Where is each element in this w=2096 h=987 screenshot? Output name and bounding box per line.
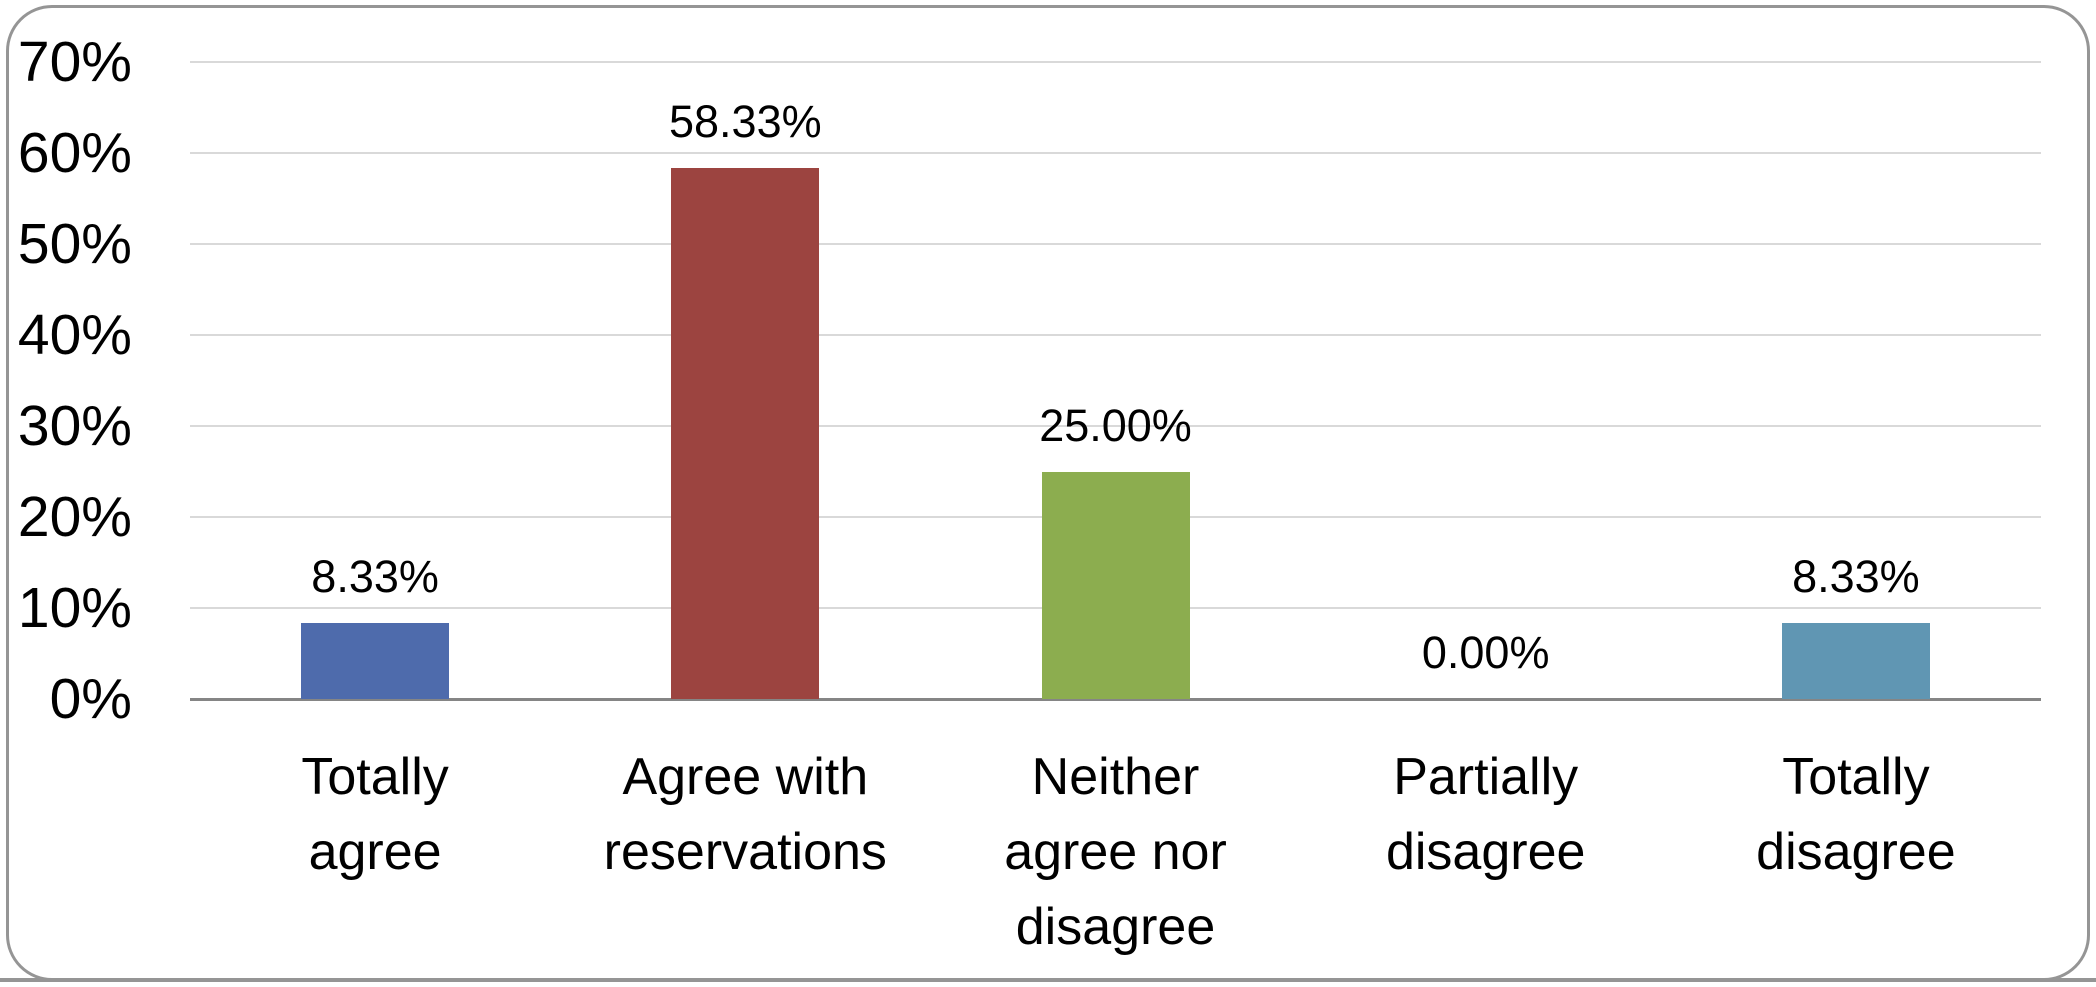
bottom-rule bbox=[0, 978, 2096, 982]
gridline-30% bbox=[190, 425, 2041, 427]
y-tick-label-30%: 30% bbox=[17, 394, 132, 458]
bar-agree-with-reservations bbox=[671, 168, 820, 699]
gridline-70% bbox=[190, 61, 2041, 63]
category-label-totally-agree: Totally agree bbox=[301, 748, 449, 881]
category-label-neither-agree-nor-disagree: Neither agree nor disagree bbox=[1004, 748, 1227, 956]
gridline-40% bbox=[190, 334, 2041, 336]
category-label-partially-disagree: Partially disagree bbox=[1385, 748, 1586, 881]
bar-neither-agree-nor-disagree bbox=[1041, 471, 1190, 699]
value-label-partially-disagree: 0.00% bbox=[1421, 627, 1550, 678]
y-tick-label-60%: 60% bbox=[17, 121, 132, 185]
y-tick-label-0%: 0% bbox=[49, 667, 132, 731]
x-axis-line bbox=[190, 698, 2041, 701]
bar-totally-agree bbox=[301, 623, 450, 699]
plot-area: 8.33% 58.33% 25.00% 0.00% 8.33% bbox=[190, 61, 2041, 701]
bar-totally-disagree bbox=[1781, 623, 1930, 699]
y-tick-label-40%: 40% bbox=[17, 303, 132, 367]
category-label-agree-with-reservations: Agree with reservations bbox=[603, 748, 887, 881]
y-tick-label-70%: 70% bbox=[17, 30, 132, 94]
value-label-totally-disagree: 8.33% bbox=[1792, 551, 1920, 603]
value-label-neither-agree-nor-disagree: 25.00% bbox=[1039, 399, 1192, 451]
gridline-50% bbox=[190, 243, 2041, 245]
y-tick-label-50%: 50% bbox=[17, 212, 132, 276]
y-tick-label-20%: 20% bbox=[17, 485, 132, 549]
value-label-agree-with-reservations: 58.33% bbox=[668, 96, 822, 148]
x-axis: Totally agree Agree with reservations Neit… bbox=[190, 0, 2041, 987]
y-tick-label-10%: 10% bbox=[17, 576, 132, 640]
gridline-60% bbox=[190, 152, 2041, 154]
y-axis: 0% 10% 20% 30% 40% 50% 60% 70% bbox=[0, 0, 190, 987]
value-label-totally-agree: 8.33% bbox=[311, 551, 439, 603]
category-label-totally-disagree: Totally disagree bbox=[1756, 748, 1956, 881]
